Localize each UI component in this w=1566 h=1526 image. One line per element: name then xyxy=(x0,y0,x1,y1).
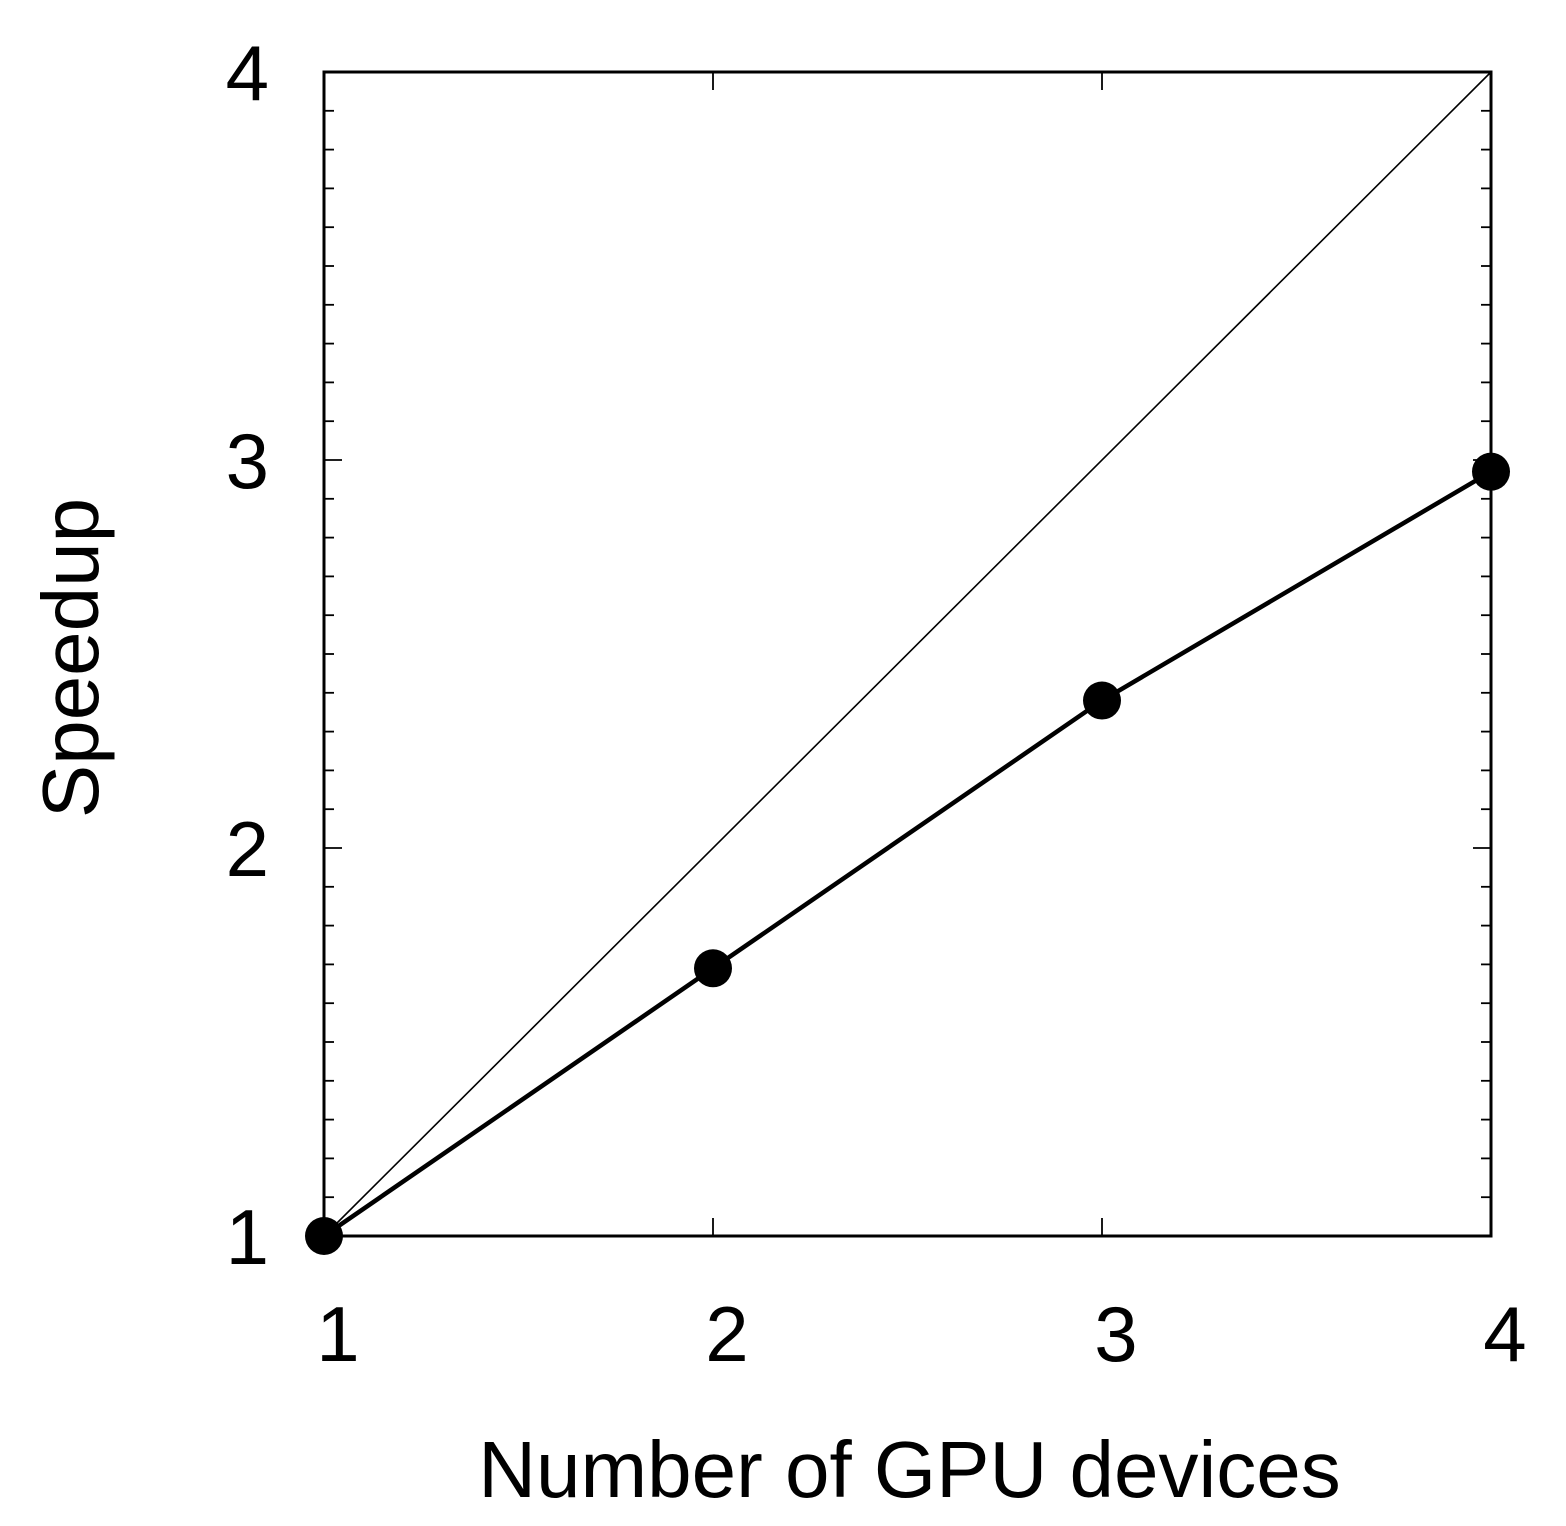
y-tick-label: 2 xyxy=(226,805,269,893)
x-tick-labels: 1 2 3 4 xyxy=(316,1290,1526,1378)
y-tick-labels: 1 2 3 4 xyxy=(226,29,269,1281)
x-tick-label: 1 xyxy=(316,1290,359,1378)
y-tick-label: 4 xyxy=(226,29,269,117)
x-tick-label: 4 xyxy=(1483,1290,1526,1378)
x-tick-label: 2 xyxy=(705,1290,748,1378)
y-tick-label: 1 xyxy=(226,1193,269,1281)
y-tick-label: 3 xyxy=(226,417,269,505)
x-tick-label: 3 xyxy=(1094,1290,1137,1378)
data-point xyxy=(1083,681,1121,720)
series-line xyxy=(322,469,1493,1238)
data-point xyxy=(694,949,732,988)
y-axis-title: Speedup xyxy=(26,498,115,818)
ideal-speedup-line xyxy=(323,71,1492,1237)
x-axis-title: Number of GPU devices xyxy=(478,1425,1341,1514)
plot-frame xyxy=(322,70,1493,1238)
